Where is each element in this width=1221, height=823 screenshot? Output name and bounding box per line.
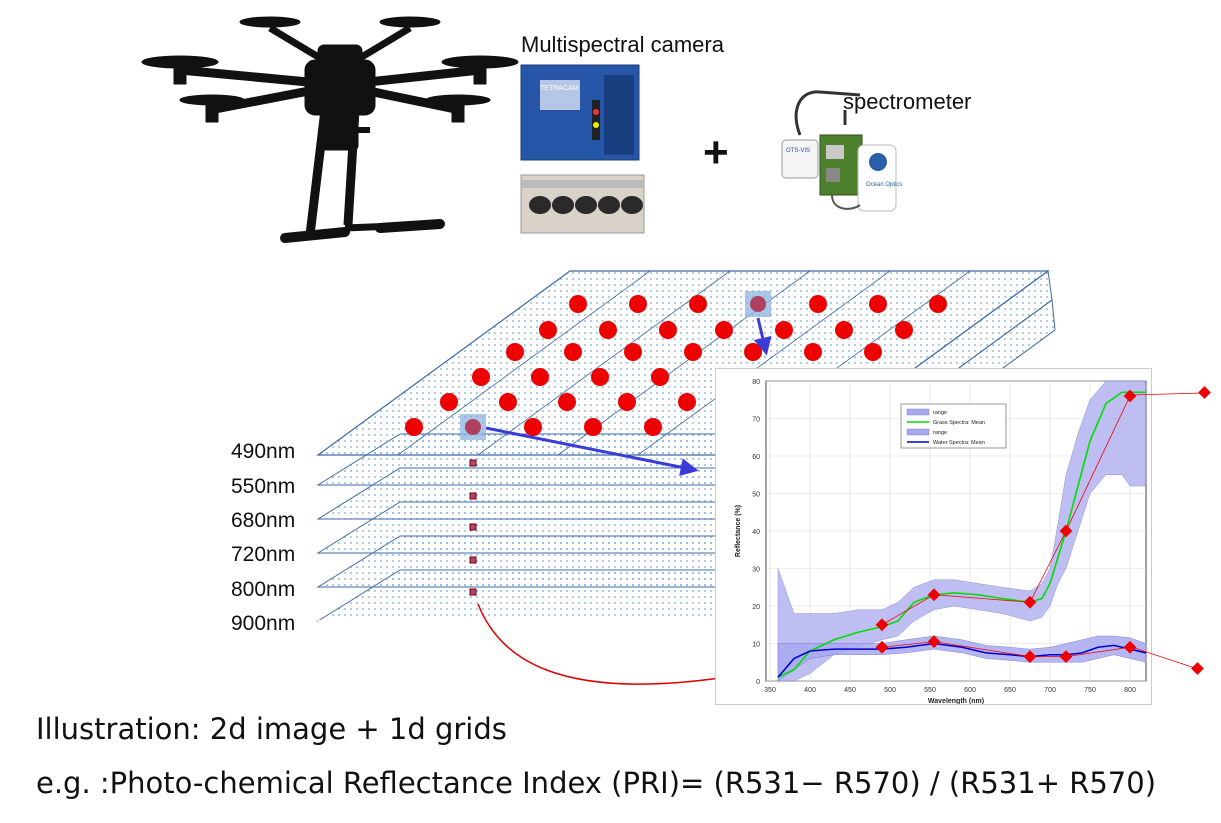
band-label-720: 720nm (231, 543, 296, 566)
spectrometer-label: spectrometer (843, 89, 972, 114)
sample-dot-2 (689, 295, 707, 313)
sample-dot-24 (440, 393, 458, 411)
x-tick-label: 350 (764, 687, 776, 694)
sample-dot-0 (569, 295, 587, 313)
sample-dot-18 (804, 343, 822, 361)
band-label-800: 800nm (231, 578, 296, 601)
x-tick-label: 500 (884, 687, 896, 694)
camera-label: Multispectral camera (521, 32, 724, 57)
sample-dot-3 (809, 295, 827, 313)
sample-dot-32 (644, 418, 662, 436)
x-tick-label: 750 (1084, 687, 1096, 694)
sample-dot-19 (864, 343, 882, 361)
sample-dot-15 (624, 343, 642, 361)
sample-dot-29 (405, 418, 423, 436)
sample-dot-30 (524, 418, 542, 436)
sample-dot-12 (895, 321, 913, 339)
x-tick-label: 450 (844, 687, 856, 694)
y-tick-label: 20 (752, 604, 760, 611)
legend-entry: range (933, 430, 947, 436)
spectra-chart: 0 10 20 30 40 50 60 70 80 350 400 450 500 550 600 650 70… (735, 379, 1147, 705)
sample-dot-31 (584, 418, 602, 436)
sample-dot-28 (678, 393, 696, 411)
sample-dot-4 (869, 295, 887, 313)
y-tick-label: 80 (752, 379, 760, 386)
y-axis-label: Reflectance (%) (735, 505, 742, 557)
spectra-chart-panel: 0 10 20 30 40 50 60 70 80 350 400 450 500 550 600 650 70… (715, 368, 1152, 705)
sample-dot-8 (659, 321, 677, 339)
y-tick-label: 0 (756, 679, 760, 686)
legend-entry: range (933, 410, 947, 416)
sample-dot-20 (472, 368, 490, 386)
y-tick-label: 70 (752, 417, 760, 424)
sample-dot-1 (629, 295, 647, 313)
sample-dot-27 (618, 393, 636, 411)
sample-dot-11 (835, 321, 853, 339)
y-tick-label: 10 (752, 642, 760, 649)
x-tick-label: 650 (1004, 687, 1016, 694)
water-mean-line (777, 642, 1147, 678)
band-label-550: 550nm (231, 475, 296, 498)
sample-dot-5 (929, 295, 947, 313)
spectrometer-tag-text: OTS-VIS (786, 148, 810, 154)
y-tick-label: 60 (752, 454, 760, 461)
x-tick-label: 700 (1044, 687, 1056, 694)
sample-dot-17 (744, 343, 762, 361)
blue-arrow-top (753, 317, 772, 356)
sample-dot-23 (651, 368, 669, 386)
sample-dot-10 (775, 321, 793, 339)
red-arrow-curve (477, 603, 882, 685)
sample-dot-16 (684, 343, 702, 361)
band-label-900: 900nm (231, 612, 296, 635)
highlight-dot-left (465, 419, 481, 435)
y-tick-label: 40 (752, 529, 760, 536)
x-tick-label: 800 (1124, 687, 1136, 694)
x-axis-label: Wavelength (nm) (928, 698, 984, 704)
band-label-680: 680nm (231, 509, 296, 532)
sample-dot-9 (715, 321, 733, 339)
sample-dot-22 (591, 368, 609, 386)
chart-legend: range Grass Spectra: Mean range Water Spect… (900, 403, 1007, 449)
y-tick-label: 50 (752, 492, 760, 499)
caption-line-1: Illustration: 2d image + 1d grids (36, 712, 507, 746)
sample-dot-21 (531, 368, 549, 386)
y-tick-label: 30 (752, 567, 760, 574)
x-tick-label: 550 (924, 687, 936, 694)
sample-dot-25 (499, 393, 517, 411)
legend-entry: Water Spectra: Mean (933, 440, 985, 446)
sample-dot-7 (599, 321, 617, 339)
camera-brand-text: TETRACAM (540, 85, 579, 92)
legend-entry: Grass Spectra: Mean (933, 420, 985, 426)
spectrometer-brand-text: Ocean Optics (866, 182, 902, 188)
legend-swatch-range (906, 408, 930, 416)
plus-sign: + (703, 128, 729, 177)
spectrometer-icon: OTS-VIS Ocean Optics (781, 90, 902, 212)
sample-dot-26 (558, 393, 576, 411)
pixel-column-markers (469, 459, 477, 596)
sample-dot-13 (506, 343, 524, 361)
sample-dot-6 (539, 321, 557, 339)
grass-mean-line (777, 391, 1146, 678)
multispectral-camera-icon: TETRACAM (520, 64, 645, 234)
legend-swatch-range (906, 428, 930, 436)
x-tick-label: 600 (964, 687, 976, 694)
drone-icon (141, 16, 519, 243)
caption-line-2: e.g. :Photo-chemical Reflectance Index (… (36, 766, 1157, 800)
blue-arrow-left (485, 426, 699, 476)
x-tick-label: 400 (804, 687, 816, 694)
sample-dot-14 (564, 343, 582, 361)
highlight-dot-top (750, 296, 766, 312)
band-label-490: 490nm (231, 440, 296, 463)
